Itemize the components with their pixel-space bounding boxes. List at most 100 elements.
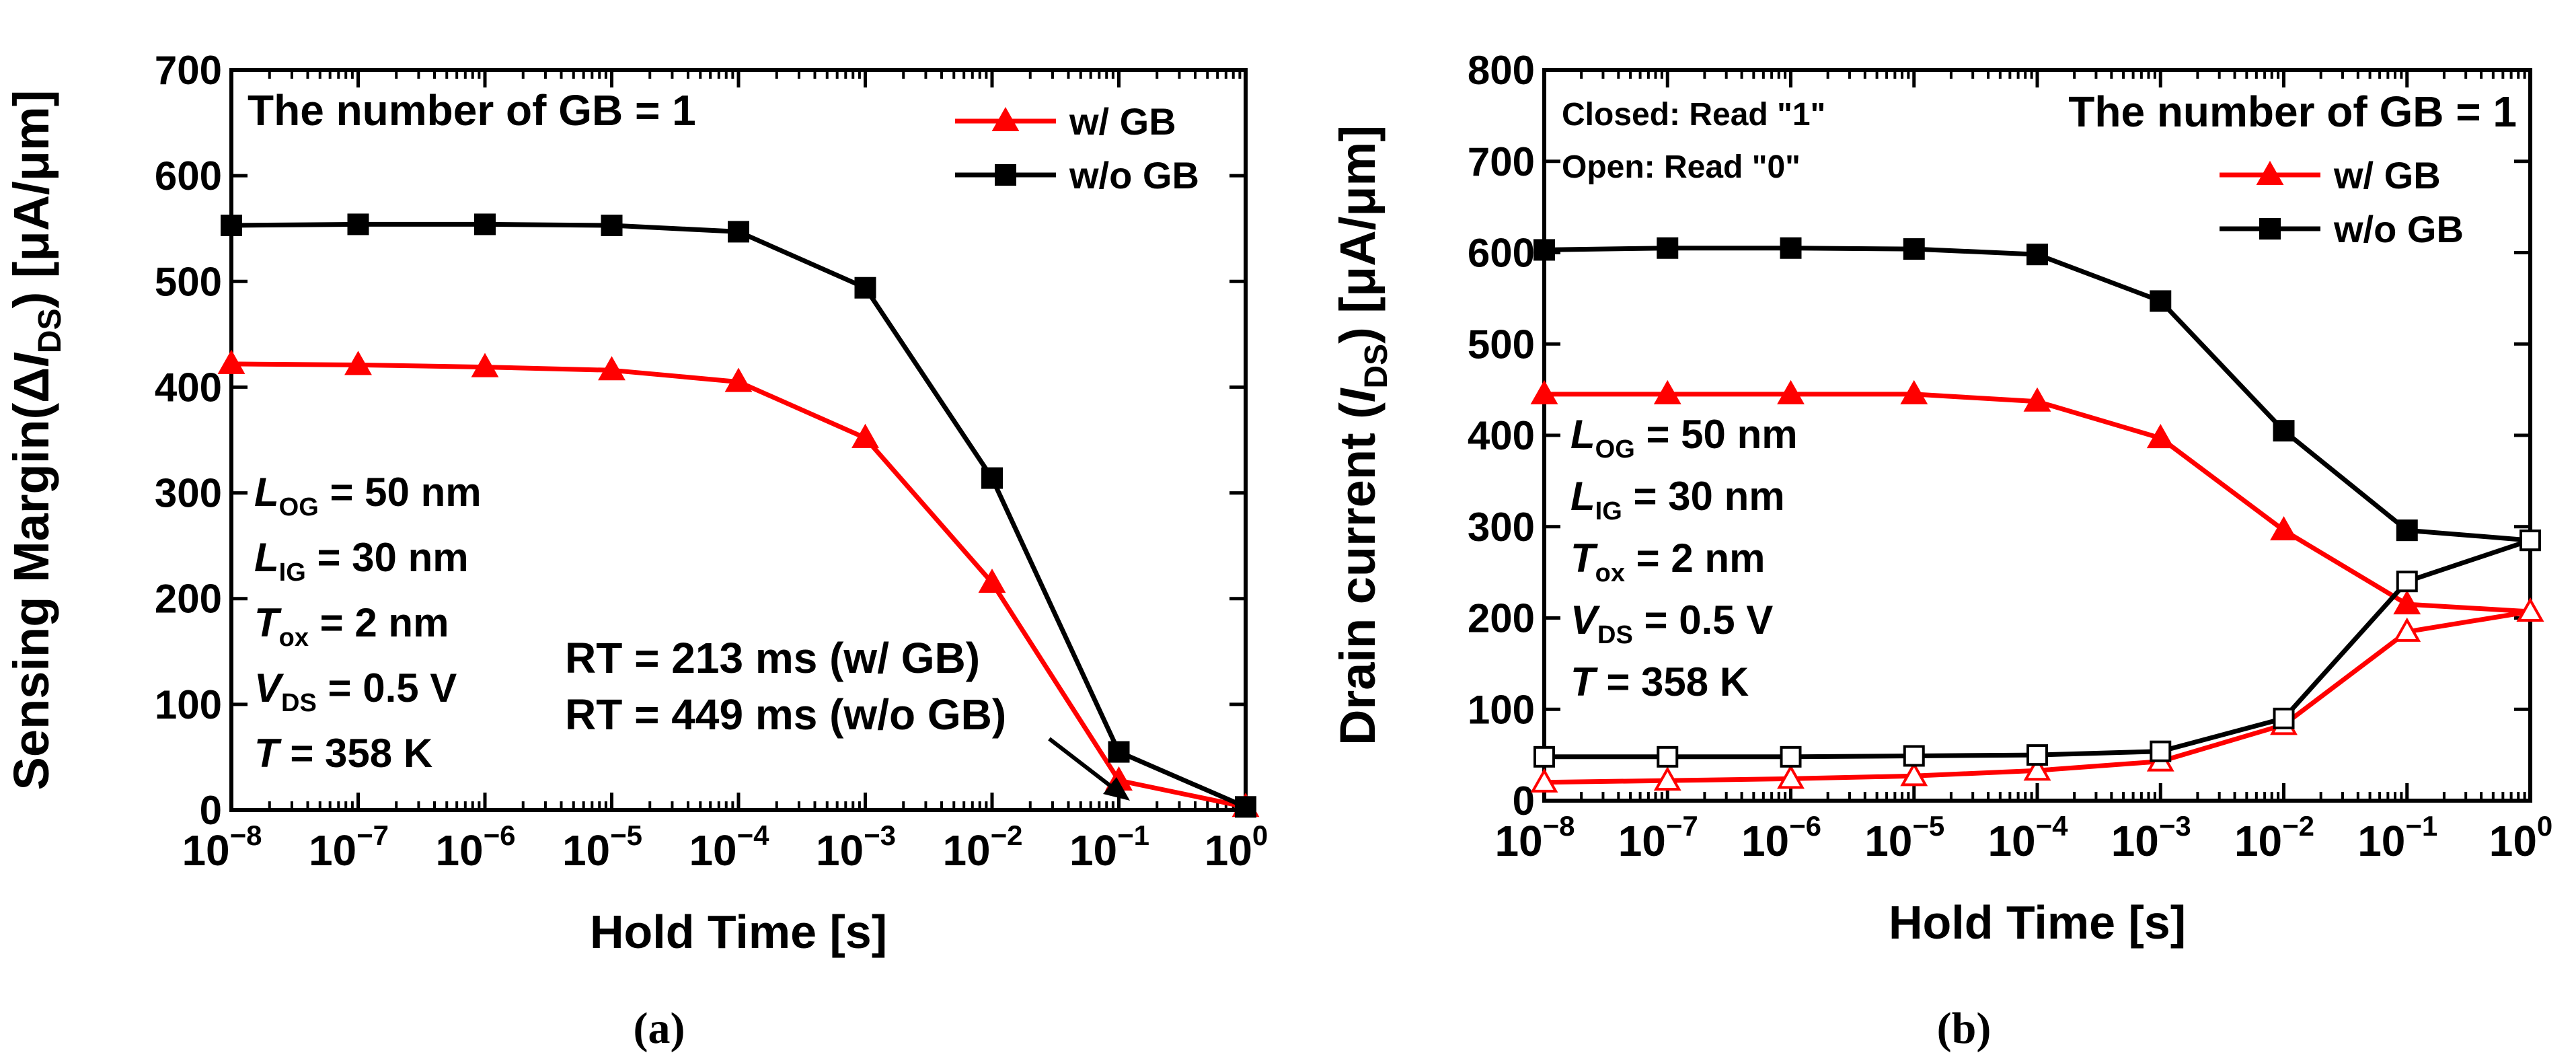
data-point-square xyxy=(2273,420,2295,442)
chart-a: 0 100 200 300 400 500 600 700 10−8 10−7 10−6 10−5 10… xyxy=(3,48,1268,1053)
data-point-square xyxy=(1780,745,1802,768)
x-axis-label: Hold Time [s] xyxy=(590,906,887,958)
annotation-arrow xyxy=(1048,737,1118,793)
data-point-triangle xyxy=(2023,756,2051,781)
chart-title: The number of GB = 1 xyxy=(2068,87,2517,136)
x-tick-label: 10−7 xyxy=(309,819,389,875)
data-point-triangle xyxy=(851,423,879,448)
data-point-square xyxy=(1903,745,1925,767)
parameter: T = 358 K xyxy=(1570,659,1749,704)
x-tick-label: 10−5 xyxy=(562,819,642,875)
data-point-square xyxy=(1533,745,1555,768)
y-tick-label: 300 xyxy=(155,471,222,516)
x-tick-label: 10−2 xyxy=(942,819,1022,875)
x-axis-label: Hold Time [s] xyxy=(1889,896,2186,949)
legend-label: w/ GB xyxy=(1069,100,1176,143)
data-point-square xyxy=(2396,571,2418,593)
x-tick-label: 10−6 xyxy=(1741,810,1821,865)
parameter: LOG = 50 nm xyxy=(1570,412,1798,464)
data-point-triangle xyxy=(2270,516,2298,541)
y-axis-label: Sensing Margin(ΔIDS) [μA/μm] xyxy=(3,90,68,791)
data-point-square xyxy=(1108,741,1130,763)
data-point-square xyxy=(221,215,242,236)
parameters: LOG = 50 nm LIG = 30 nm Tox = 2 nm VDS = 0.… xyxy=(1570,412,1798,704)
parameter: VDS = 0.5 V xyxy=(254,665,457,717)
data-point-triangle xyxy=(1530,379,1558,404)
legend: w/ GB w/o GB xyxy=(955,100,1199,196)
data-point-triangle xyxy=(1777,764,1805,789)
parameter: Tox = 2 nm xyxy=(254,600,449,652)
data-point-triangle xyxy=(471,353,499,377)
data-point-triangle xyxy=(2146,424,2174,449)
data-point-triangle xyxy=(2393,590,2421,615)
y-tick-label: 200 xyxy=(1468,596,1535,641)
data-point-triangle xyxy=(2023,387,2051,412)
x-tick-label: 10−8 xyxy=(1494,810,1575,865)
y-tick-label: 0 xyxy=(200,788,222,833)
y-tick-label: 700 xyxy=(1468,139,1535,184)
y-axis-label: Drain current (IDS) [μA/μm] xyxy=(1330,125,1394,745)
series-w-o-gb xyxy=(221,213,1256,818)
figure-caption: (a) xyxy=(634,1004,685,1053)
retention-annotation: RT = 449 ms (w/o GB) xyxy=(565,690,1006,739)
data-point-square xyxy=(2396,519,2418,542)
condition-note: Closed: Read "1" xyxy=(1562,97,1825,133)
data-point-square xyxy=(2520,530,2541,552)
x-tick-label: 10−1 xyxy=(1069,819,1149,875)
data-point-triangle xyxy=(2393,617,2421,642)
data-point-triangle xyxy=(217,349,245,374)
data-point-triangle xyxy=(344,351,372,375)
y-tick-label: 300 xyxy=(1468,505,1535,550)
data-point-square xyxy=(2273,707,2295,729)
data-point-triangle xyxy=(598,356,626,381)
x-tick-label: 10−3 xyxy=(816,819,896,875)
data-point-triangle xyxy=(1900,762,1928,787)
x-tick-label: 100 xyxy=(1205,819,1268,875)
data-point-square xyxy=(2150,740,2172,762)
y-tick-label: 600 xyxy=(155,153,222,198)
y-tick-label: 500 xyxy=(155,259,222,304)
data-point-square xyxy=(1903,238,1925,260)
data-point-square xyxy=(601,215,623,236)
parameter: LOG = 50 nm xyxy=(254,470,482,521)
data-point-square xyxy=(2026,744,2048,766)
y-tick-label: 800 xyxy=(1468,48,1535,93)
data-point-square xyxy=(728,221,749,243)
data-point-square xyxy=(1780,237,1802,259)
legend-marker-triangle xyxy=(2256,160,2284,185)
data-point-triangle xyxy=(978,569,1006,593)
data-point-triangle xyxy=(2516,597,2544,622)
parameter: VDS = 0.5 V xyxy=(1570,597,1773,649)
x-tick-label: 10−4 xyxy=(1987,810,2068,865)
condition-note: Open: Read "0" xyxy=(1562,149,1801,185)
data-point-square xyxy=(474,213,496,235)
legend-label: w/ GB xyxy=(2333,154,2441,196)
figure-caption: (b) xyxy=(1937,1004,1992,1053)
legend-marker-square xyxy=(995,164,1016,186)
y-tick-label: 100 xyxy=(1468,687,1535,732)
parameter: T = 358 K xyxy=(254,731,432,776)
data-point-square xyxy=(347,213,369,235)
x-tick-label: 10−6 xyxy=(435,819,515,875)
x-tick-label: 10−7 xyxy=(1618,810,1698,865)
data-point-triangle xyxy=(1653,379,1681,404)
retention-annotation: RT = 213 ms (w/ GB) xyxy=(565,634,980,682)
x-tick-label: 10−4 xyxy=(689,819,769,875)
series-w-o-gb-read-1- xyxy=(1533,237,2541,552)
y-tick-label: 700 xyxy=(155,48,222,93)
y-tick-label: 100 xyxy=(155,682,222,727)
y-tick-label: 500 xyxy=(1468,322,1535,367)
chart-b: 0 100 200 300 400 500 600 700 800 10−8 10−7 10−6 10−… xyxy=(1330,48,2552,1053)
data-point-square xyxy=(1657,745,1679,768)
y-tick-label: 400 xyxy=(1468,413,1535,458)
data-point-square xyxy=(2026,244,2048,266)
x-tick-label: 100 xyxy=(2489,810,2553,865)
y-tick-label: 0 xyxy=(1513,778,1535,824)
legend-marker-triangle xyxy=(991,106,1020,131)
x-tick-label: 10−2 xyxy=(2234,810,2314,865)
data-point-square xyxy=(1235,796,1256,818)
legend-label: w/o GB xyxy=(1069,154,1199,196)
x-tick-label: 10−5 xyxy=(1864,810,1944,865)
data-point-square xyxy=(981,467,1003,489)
